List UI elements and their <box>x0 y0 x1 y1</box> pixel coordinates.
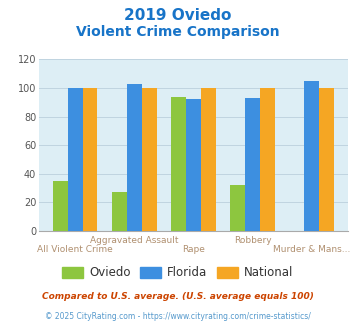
Bar <box>319 88 334 231</box>
Bar <box>201 88 215 231</box>
Text: © 2025 CityRating.com - https://www.cityrating.com/crime-statistics/: © 2025 CityRating.com - https://www.city… <box>45 312 310 321</box>
Bar <box>142 88 157 231</box>
Bar <box>53 181 68 231</box>
Bar <box>304 81 319 231</box>
Bar <box>186 99 201 231</box>
Text: All Violent Crime: All Violent Crime <box>37 245 113 254</box>
Text: Robbery: Robbery <box>234 236 272 245</box>
Text: 2019 Oviedo: 2019 Oviedo <box>124 8 231 23</box>
Text: Rape: Rape <box>182 245 205 254</box>
Text: Aggravated Assault: Aggravated Assault <box>90 236 179 245</box>
Bar <box>245 98 260 231</box>
Text: Violent Crime Comparison: Violent Crime Comparison <box>76 25 279 39</box>
Bar <box>127 84 142 231</box>
Bar <box>83 88 97 231</box>
Bar <box>68 88 83 231</box>
Bar <box>112 192 127 231</box>
Text: Murder & Mans...: Murder & Mans... <box>273 245 350 254</box>
Text: Compared to U.S. average. (U.S. average equals 100): Compared to U.S. average. (U.S. average … <box>42 292 313 301</box>
Bar <box>230 185 245 231</box>
Bar <box>171 97 186 231</box>
Bar <box>260 88 275 231</box>
Legend: Oviedo, Florida, National: Oviedo, Florida, National <box>57 262 298 284</box>
